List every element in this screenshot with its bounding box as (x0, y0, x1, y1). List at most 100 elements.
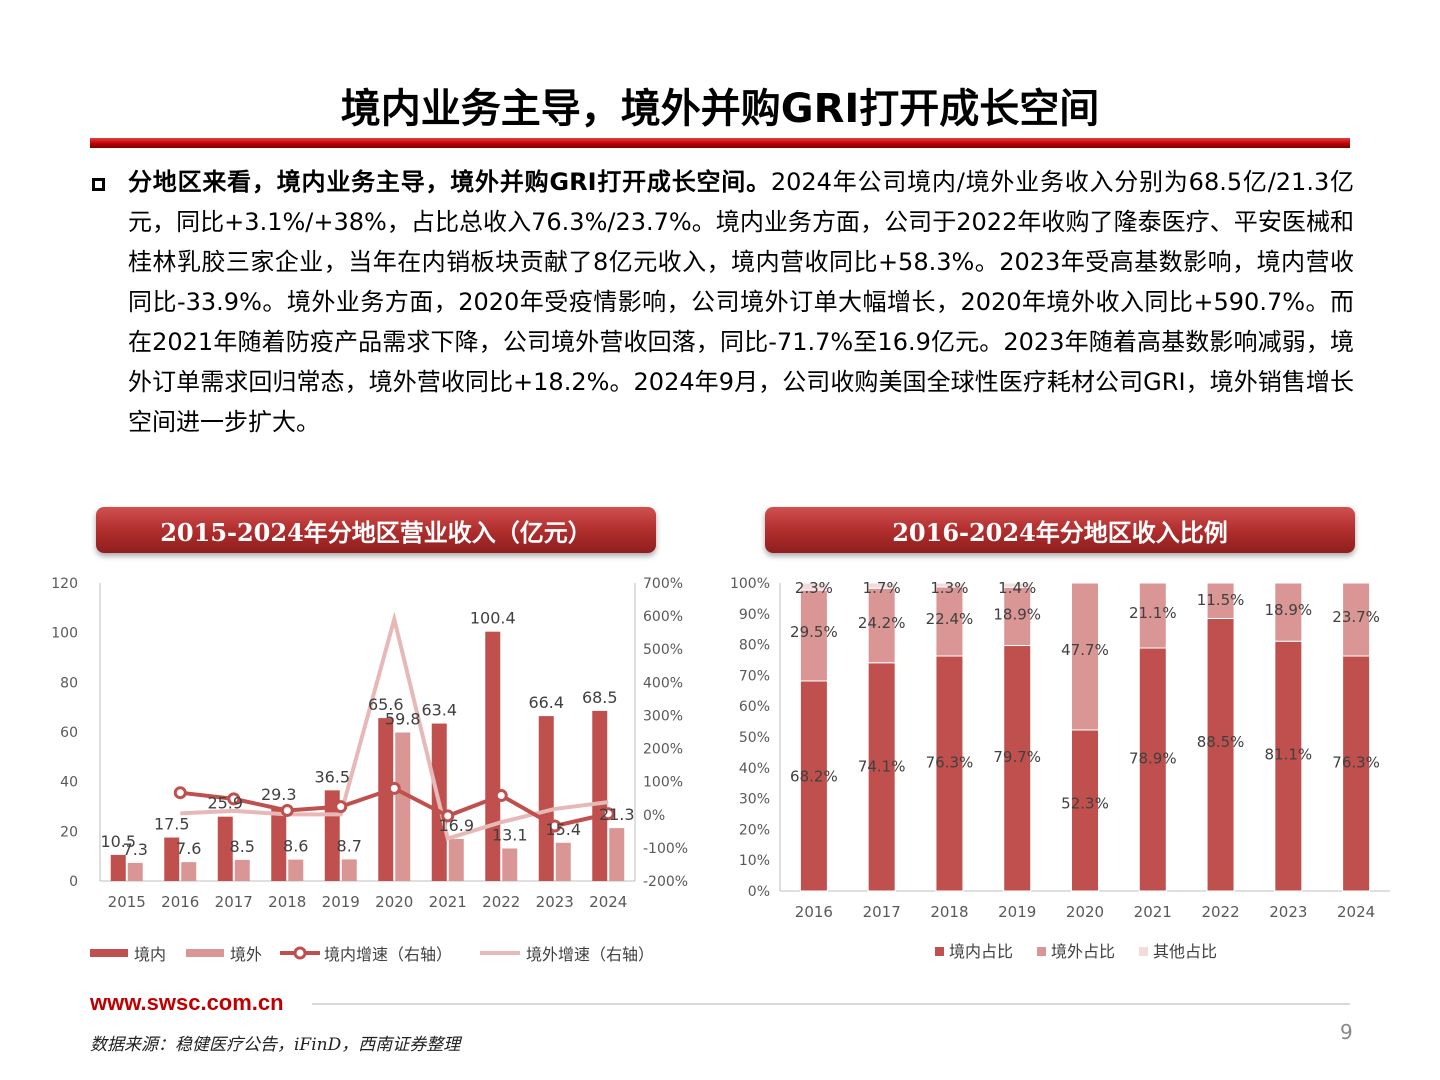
chart2-bar-overseas (1071, 582, 1099, 731)
chart1-legend-overseas: 境外 (230, 945, 262, 964)
chart1-right-tick: 700% (643, 576, 683, 592)
chart1-label-domestic: 68.5 (582, 688, 618, 707)
chart1-right-tick: -200% (643, 874, 688, 890)
chart1-legend-swatch-overseas (186, 949, 224, 957)
chart1-legend-overseas-growth: 境外增速（右轴） (526, 945, 654, 964)
chart1-domestic-growth-point (334, 800, 348, 814)
chart1-label-domestic: 25.9 (207, 794, 243, 813)
chart1-right-tick: 100% (643, 775, 683, 791)
chart1-label-overseas: 8.6 (283, 837, 308, 856)
chart1-label-domestic: 10.5 (100, 832, 136, 851)
chart2-bar-other (867, 582, 896, 589)
chart1-legend-marker-domestic (293, 946, 307, 960)
chart1-x-tick: 2015 (108, 893, 146, 911)
chart2-bar-overseas (1274, 582, 1303, 642)
chart2-bar-overseas (1138, 582, 1167, 649)
chart2-y-tick: 100% (730, 576, 770, 592)
chart2-x-tick: 2018 (930, 903, 968, 921)
footer-divider (312, 1003, 1350, 1005)
chart2-label-overseas: 29.5% (790, 623, 838, 641)
chart1-domestic-growth-point (494, 788, 508, 802)
chart2-bar-domestic (1071, 729, 1099, 892)
chart1-x-tick: 2021 (429, 893, 467, 911)
chart2-bar-overseas (1206, 582, 1235, 619)
chart1-bar-domestic (538, 716, 554, 881)
chart1-right-tick: 600% (643, 609, 683, 625)
chart2-y-tick: 80% (739, 638, 770, 654)
chart2-bar-other (935, 582, 964, 588)
chart1-x-tick: 2018 (268, 893, 306, 911)
chart2-label-other: 2.3% (795, 579, 833, 597)
chart1-bar-overseas (555, 842, 571, 881)
chart2-x-tick: 2020 (1066, 903, 1104, 921)
chart1-domestic-growth-point (387, 781, 401, 795)
chart2-title: 2016-2024年分地区收入比例 (765, 507, 1355, 553)
chart1-bar-domestic (164, 837, 180, 881)
chart2-bar-domestic (867, 662, 896, 892)
chart2-y-tick: 90% (739, 607, 770, 623)
chart1-left-tick: 60 (60, 725, 78, 741)
chart1-label-overseas: 15.4 (545, 820, 581, 839)
chart1-x-tick: 2024 (589, 893, 627, 911)
chart1-title: 2015-2024年分地区营业收入（亿元） (96, 507, 656, 553)
chart2-bar-domestic (935, 655, 964, 892)
chart1-label-overseas: 21.3 (599, 805, 635, 824)
chart2-bar-domestic (1342, 655, 1371, 892)
chart1-bar-overseas (609, 828, 625, 881)
chart2-label-domestic: 88.5% (1197, 733, 1245, 751)
chart1-bar-domestic (110, 854, 126, 881)
chart2-bar-domestic (1274, 640, 1303, 892)
chart1-x-tick: 2023 (536, 893, 574, 911)
chart2-legend-swatch-overseas (1037, 947, 1046, 956)
chart1-label-domestic: 63.4 (421, 701, 457, 720)
chart2-bar-overseas (1342, 582, 1371, 657)
chart2-legend-other: 其他占比 (1153, 942, 1217, 961)
chart2-label-overseas: 21.1% (1129, 604, 1177, 622)
chart1-right-tick: 500% (643, 642, 683, 658)
chart2-legend-swatch-domestic (935, 947, 944, 956)
chart1-bar-overseas (341, 859, 357, 881)
chart1-legend-domestic-growth: 境内增速（右轴） (324, 945, 452, 964)
chart1-bar-overseas (181, 862, 197, 881)
chart1-domestic-growth-point (441, 809, 455, 823)
chart1-domestic-growth-point (280, 803, 294, 817)
chart2-bar-overseas (799, 589, 828, 682)
chart1-label-overseas: 16.9 (438, 816, 474, 835)
chart1-left-tick: 80 (60, 675, 78, 691)
chart1-x-tick: 2019 (322, 893, 360, 911)
chart2-bar-overseas (935, 586, 964, 657)
chart1-bar-overseas (288, 859, 304, 881)
chart2-label-domestic: 78.9% (1129, 749, 1177, 767)
chart1-label-domestic: 100.4 (470, 609, 516, 628)
chart1-label-overseas: 59.8 (385, 709, 421, 728)
footer-url[interactable]: www.swsc.com.cn (90, 990, 284, 1015)
chart1-right-tick: 300% (643, 708, 683, 724)
chart1-label-overseas: 13.1 (492, 825, 528, 844)
chart1-bar-overseas (448, 839, 464, 881)
chart2-label-overseas: 18.9% (993, 606, 1041, 624)
chart2-label-domestic: 81.1% (1265, 746, 1313, 764)
chart1-bar-domestic (592, 710, 608, 881)
bullet-square-icon (92, 178, 105, 191)
data-source: 数据来源：稳健医疗公告，iFinD，西南证券整理 (90, 1035, 461, 1055)
chart1-label-domestic: 66.4 (528, 693, 564, 712)
chart2-label-overseas: 24.2% (858, 614, 906, 632)
chart2-x-tick: 2023 (1269, 903, 1307, 921)
chart2-x-tick: 2021 (1134, 903, 1172, 921)
chart1-label-overseas: 7.6 (176, 839, 201, 858)
chart2-y-tick: 50% (739, 730, 770, 746)
chart2-bar-domestic (1206, 617, 1235, 892)
chart1-bar-domestic (217, 816, 233, 881)
chart2-bar-domestic (1138, 647, 1167, 892)
chart2-label-overseas: 23.7% (1332, 608, 1380, 626)
chart2-y-tick: 60% (739, 699, 770, 715)
chart2-bar-domestic (1003, 645, 1032, 892)
chart1-domestic-growth-point (548, 819, 562, 833)
chart2-y-tick: 20% (739, 822, 770, 838)
chart2-x-tick: 2022 (1201, 903, 1239, 921)
chart2-y-tick: 40% (739, 761, 770, 777)
chart2-revenue-share: 0% 10% 20% 30% 40% 50% 60% 70% 80% 90% 100% 2016 201… (730, 576, 1390, 961)
chart1-legend-swatch-domestic (90, 949, 128, 957)
chart1-right-tick: 0% (643, 808, 665, 824)
bullet-bold-lead: 分地区来看，境内业务主导，境外并购GRI打开成长空间。 (128, 168, 771, 196)
